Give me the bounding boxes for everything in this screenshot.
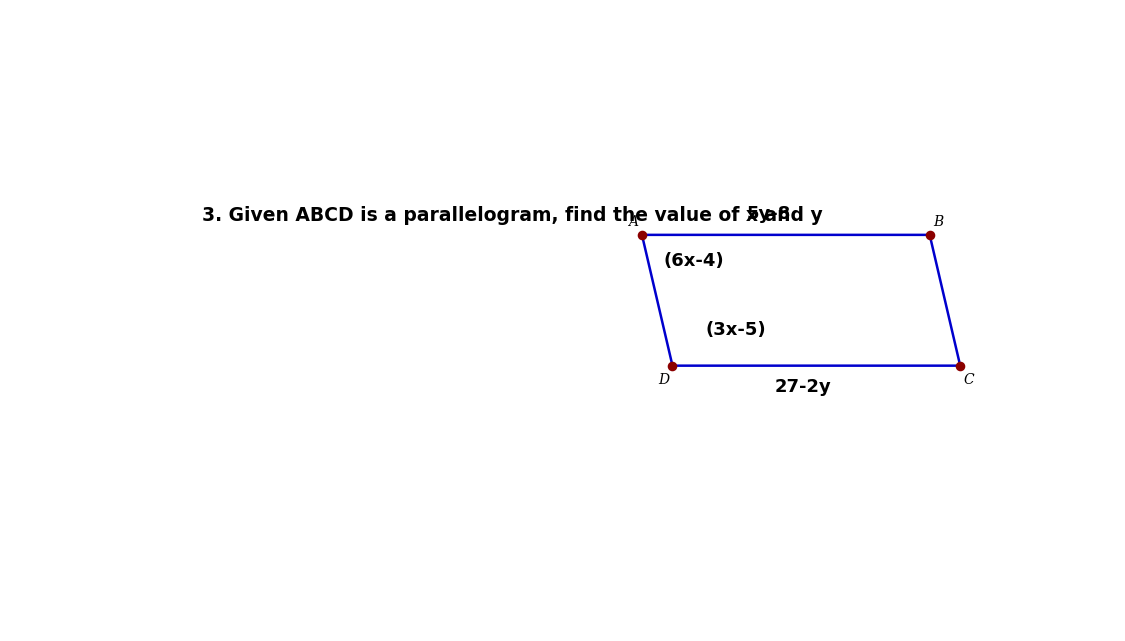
Text: 5y-8: 5y-8 <box>746 204 791 222</box>
Text: (6x-4): (6x-4) <box>664 251 724 269</box>
Point <box>920 229 938 240</box>
Text: C: C <box>964 373 974 387</box>
Text: 27-2y: 27-2y <box>775 378 831 396</box>
Text: B: B <box>933 215 944 229</box>
Text: (3x-5): (3x-5) <box>705 320 766 338</box>
Point <box>952 360 970 370</box>
Point <box>664 360 682 370</box>
Text: 3. Given ABCD is a parallelogram, find the value of x and y: 3. Given ABCD is a parallelogram, find t… <box>201 206 822 224</box>
Text: A: A <box>629 215 639 229</box>
Text: D: D <box>658 373 669 387</box>
Point <box>633 229 651 240</box>
